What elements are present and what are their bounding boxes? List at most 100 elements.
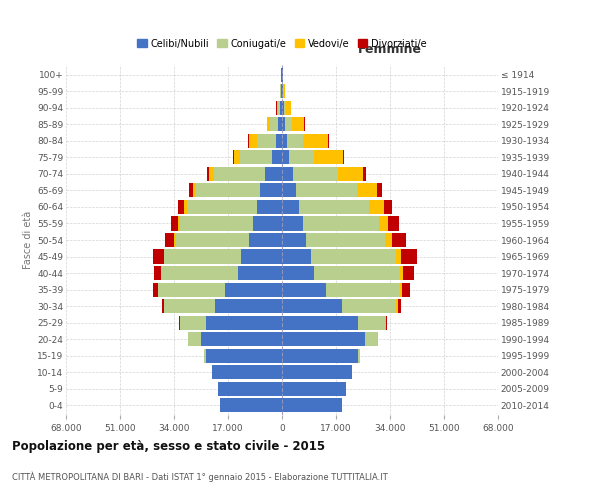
Bar (282, 200, 299, 214)
Bar (248, 233, 282, 247)
Bar (282, 84, 283, 98)
Bar (282, 150, 289, 164)
Bar (278, 101, 280, 115)
Bar (176, 233, 248, 247)
Bar (356, 184, 377, 198)
Bar (283, 84, 284, 98)
Bar (311, 250, 397, 264)
Bar (284, 84, 285, 98)
Bar (293, 167, 338, 181)
Bar (214, 167, 265, 181)
Bar (178, 216, 181, 230)
Bar (402, 282, 410, 296)
Bar (187, 200, 257, 214)
Bar (196, 184, 260, 198)
Bar (233, 150, 234, 164)
Bar (302, 134, 328, 148)
Bar (166, 233, 175, 247)
Bar (179, 316, 180, 330)
Bar (281, 84, 282, 98)
Bar (248, 134, 257, 148)
Bar (400, 282, 402, 296)
Bar (282, 167, 293, 181)
Bar (282, 282, 326, 296)
Bar (282, 68, 283, 82)
Bar (225, 282, 282, 296)
Bar (218, 382, 282, 396)
Bar (284, 101, 286, 115)
Bar (397, 250, 401, 264)
Bar (272, 150, 282, 164)
Bar (385, 316, 386, 330)
Bar (400, 266, 403, 280)
Y-axis label: Fasce di età: Fasce di età (23, 211, 33, 269)
Bar (267, 118, 270, 132)
Bar (286, 101, 291, 115)
Bar (306, 233, 385, 247)
Bar (181, 216, 253, 230)
Bar (282, 266, 314, 280)
Bar (154, 250, 164, 264)
Bar (338, 167, 363, 181)
Bar (188, 332, 201, 346)
Bar (184, 200, 187, 214)
Bar (161, 299, 164, 313)
Bar (278, 118, 282, 132)
Bar (392, 233, 406, 247)
Bar (281, 68, 282, 82)
Bar (265, 167, 282, 181)
Bar (365, 332, 377, 346)
Bar (153, 282, 158, 296)
Bar (193, 184, 196, 198)
Bar (175, 233, 176, 247)
Bar (280, 101, 282, 115)
Bar (385, 233, 392, 247)
Bar (189, 184, 193, 198)
Bar (238, 266, 282, 280)
Bar (282, 216, 302, 230)
Bar (206, 316, 282, 330)
Bar (363, 167, 365, 181)
Bar (257, 134, 275, 148)
Bar (282, 332, 365, 346)
Text: Femmine: Femmine (358, 42, 422, 56)
Bar (289, 150, 314, 164)
Bar (377, 184, 382, 198)
Bar (241, 250, 282, 264)
Bar (282, 134, 287, 148)
Bar (201, 332, 282, 346)
Bar (343, 150, 344, 164)
Bar (270, 118, 278, 132)
Text: CITTÀ METROPOLITANA DI BARI - Dati ISTAT 1° gennaio 2015 - Elaborazione TUTTITAL: CITTÀ METROPOLITANA DI BARI - Dati ISTAT… (12, 472, 388, 482)
Bar (397, 299, 398, 313)
Bar (282, 233, 306, 247)
Bar (285, 118, 292, 132)
Bar (287, 134, 302, 148)
Bar (206, 348, 282, 362)
Bar (326, 282, 400, 296)
Bar (170, 216, 178, 230)
Bar (215, 299, 282, 313)
Bar (401, 250, 417, 264)
Bar (328, 134, 329, 148)
Bar (282, 365, 352, 379)
Bar (240, 150, 272, 164)
Bar (343, 299, 397, 313)
Bar (282, 316, 358, 330)
Bar (282, 382, 346, 396)
Legend: Celibi/Nubili, Coniugati/e, Vedovi/e, Divorziati/e: Celibi/Nubili, Coniugati/e, Vedovi/e, Di… (133, 35, 431, 52)
Bar (383, 200, 392, 214)
Bar (212, 365, 282, 379)
Bar (302, 216, 379, 230)
Bar (220, 398, 282, 412)
Bar (314, 266, 400, 280)
Bar (178, 200, 184, 214)
Bar (257, 200, 282, 214)
Text: Popolazione per età, sesso e stato civile - 2015: Popolazione per età, sesso e stato civil… (12, 440, 325, 453)
Bar (282, 299, 343, 313)
Bar (277, 101, 278, 115)
Bar (234, 150, 240, 164)
Bar (181, 316, 206, 330)
Bar (209, 167, 214, 181)
Bar (164, 299, 215, 313)
